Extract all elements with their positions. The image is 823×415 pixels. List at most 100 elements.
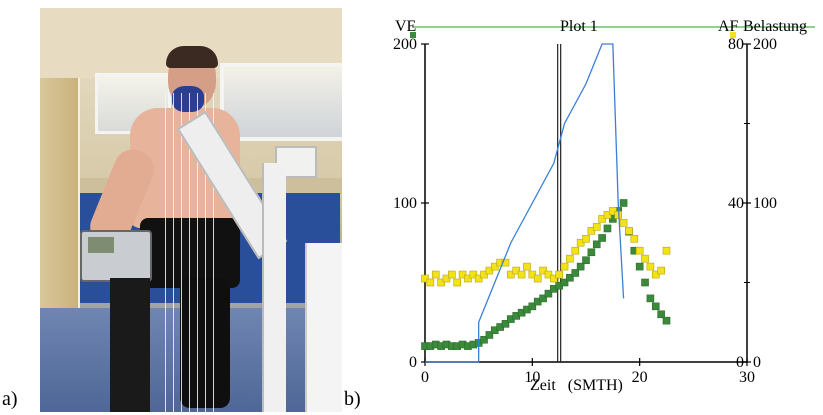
ergometer-display <box>88 237 114 253</box>
ve-point <box>603 224 612 233</box>
ve-point <box>566 273 574 282</box>
ve-point <box>598 234 606 242</box>
ve-point <box>609 215 617 223</box>
ve-point <box>485 331 494 339</box>
ve-point <box>576 262 585 271</box>
af-point <box>598 215 606 223</box>
af-point <box>517 270 526 279</box>
ve-point <box>528 302 537 311</box>
af-point <box>619 219 628 227</box>
ve-point <box>480 335 488 344</box>
af-point <box>480 270 488 279</box>
ergometer-test-photo <box>40 8 342 412</box>
ve-point <box>662 316 671 325</box>
af-point <box>426 278 435 287</box>
x-tick-label: 10 <box>524 369 540 386</box>
af-point <box>528 270 537 279</box>
left-tick-label: 100 <box>393 195 417 212</box>
af-point <box>485 266 494 275</box>
panel-label-a: a) <box>2 388 18 410</box>
af-point <box>609 207 617 215</box>
af-point <box>630 234 639 243</box>
door <box>40 78 80 338</box>
ve-point <box>544 289 553 298</box>
af-point <box>469 270 478 279</box>
ve-point <box>571 269 580 277</box>
stand-pole <box>262 163 286 412</box>
right-af-tick-label: 40 <box>728 195 744 212</box>
af-point <box>550 274 558 283</box>
measurement-device <box>305 243 342 412</box>
af-point <box>555 270 563 279</box>
right-axis-label-load: Belastung <box>743 18 807 35</box>
af-point <box>453 278 461 287</box>
af-point <box>544 270 553 279</box>
panel-label-b: b) <box>344 388 361 410</box>
af-point <box>512 266 521 275</box>
af-point <box>662 246 671 255</box>
series <box>421 43 671 363</box>
right-af-tick-label: 80 <box>728 36 744 53</box>
right-axis-label-af: AF <box>718 18 739 35</box>
left-axis-label: VE <box>395 18 416 35</box>
af-point <box>657 266 665 275</box>
af-point <box>523 262 531 271</box>
af-point <box>592 223 601 231</box>
window <box>220 63 342 141</box>
person-hair <box>166 46 218 68</box>
ergometer-frame <box>110 278 150 412</box>
af-point <box>437 278 445 287</box>
chart-title: Plot 1 <box>560 18 598 35</box>
left-tick-label: 200 <box>393 36 417 53</box>
right-af-tick-label: 0 <box>736 354 744 371</box>
ve-point <box>587 248 596 257</box>
right-load-tick-label: 200 <box>753 36 777 53</box>
af-point <box>490 262 499 271</box>
x-tick-label: 20 <box>632 369 648 386</box>
title-line-right-marker <box>730 32 736 38</box>
ve-point <box>592 240 601 249</box>
af-point <box>448 270 456 279</box>
af-point <box>464 274 472 283</box>
af-point <box>533 274 542 283</box>
af-point <box>641 254 649 263</box>
left-tick-label: 0 <box>409 354 417 371</box>
ve-point <box>560 278 569 287</box>
af-point <box>566 254 574 263</box>
af-point <box>646 262 655 271</box>
ve-point <box>501 320 510 328</box>
axes <box>421 43 751 366</box>
load-line <box>425 43 625 363</box>
ve-point <box>657 310 665 319</box>
ve-point <box>635 262 644 271</box>
af-point <box>421 274 429 283</box>
af-point <box>571 246 580 255</box>
ve-point <box>582 256 590 265</box>
af-point <box>501 258 510 267</box>
right-load-tick-label: 100 <box>753 195 777 212</box>
af-point <box>474 274 483 283</box>
x-axis-label: Zeit (SMTH) <box>530 377 623 394</box>
af-point <box>507 270 515 279</box>
af-point <box>635 246 644 255</box>
af-point <box>651 270 660 279</box>
ve-point <box>619 199 628 207</box>
af-point <box>431 270 440 279</box>
af-point <box>576 238 585 247</box>
ve-point <box>646 294 655 303</box>
ve-point <box>539 294 547 303</box>
x-tick-label: 30 <box>739 369 755 386</box>
x-tick-label: 0 <box>421 369 429 386</box>
ve-point <box>651 302 660 311</box>
af-point <box>625 227 633 235</box>
af-point <box>603 211 612 219</box>
af-point <box>458 270 467 279</box>
af-point <box>587 227 596 235</box>
right-load-tick-label: 0 <box>753 354 761 371</box>
af-point <box>560 262 569 271</box>
af-point <box>539 266 547 275</box>
ve-point <box>641 278 649 287</box>
af-point <box>582 234 590 243</box>
af-point <box>442 274 451 283</box>
